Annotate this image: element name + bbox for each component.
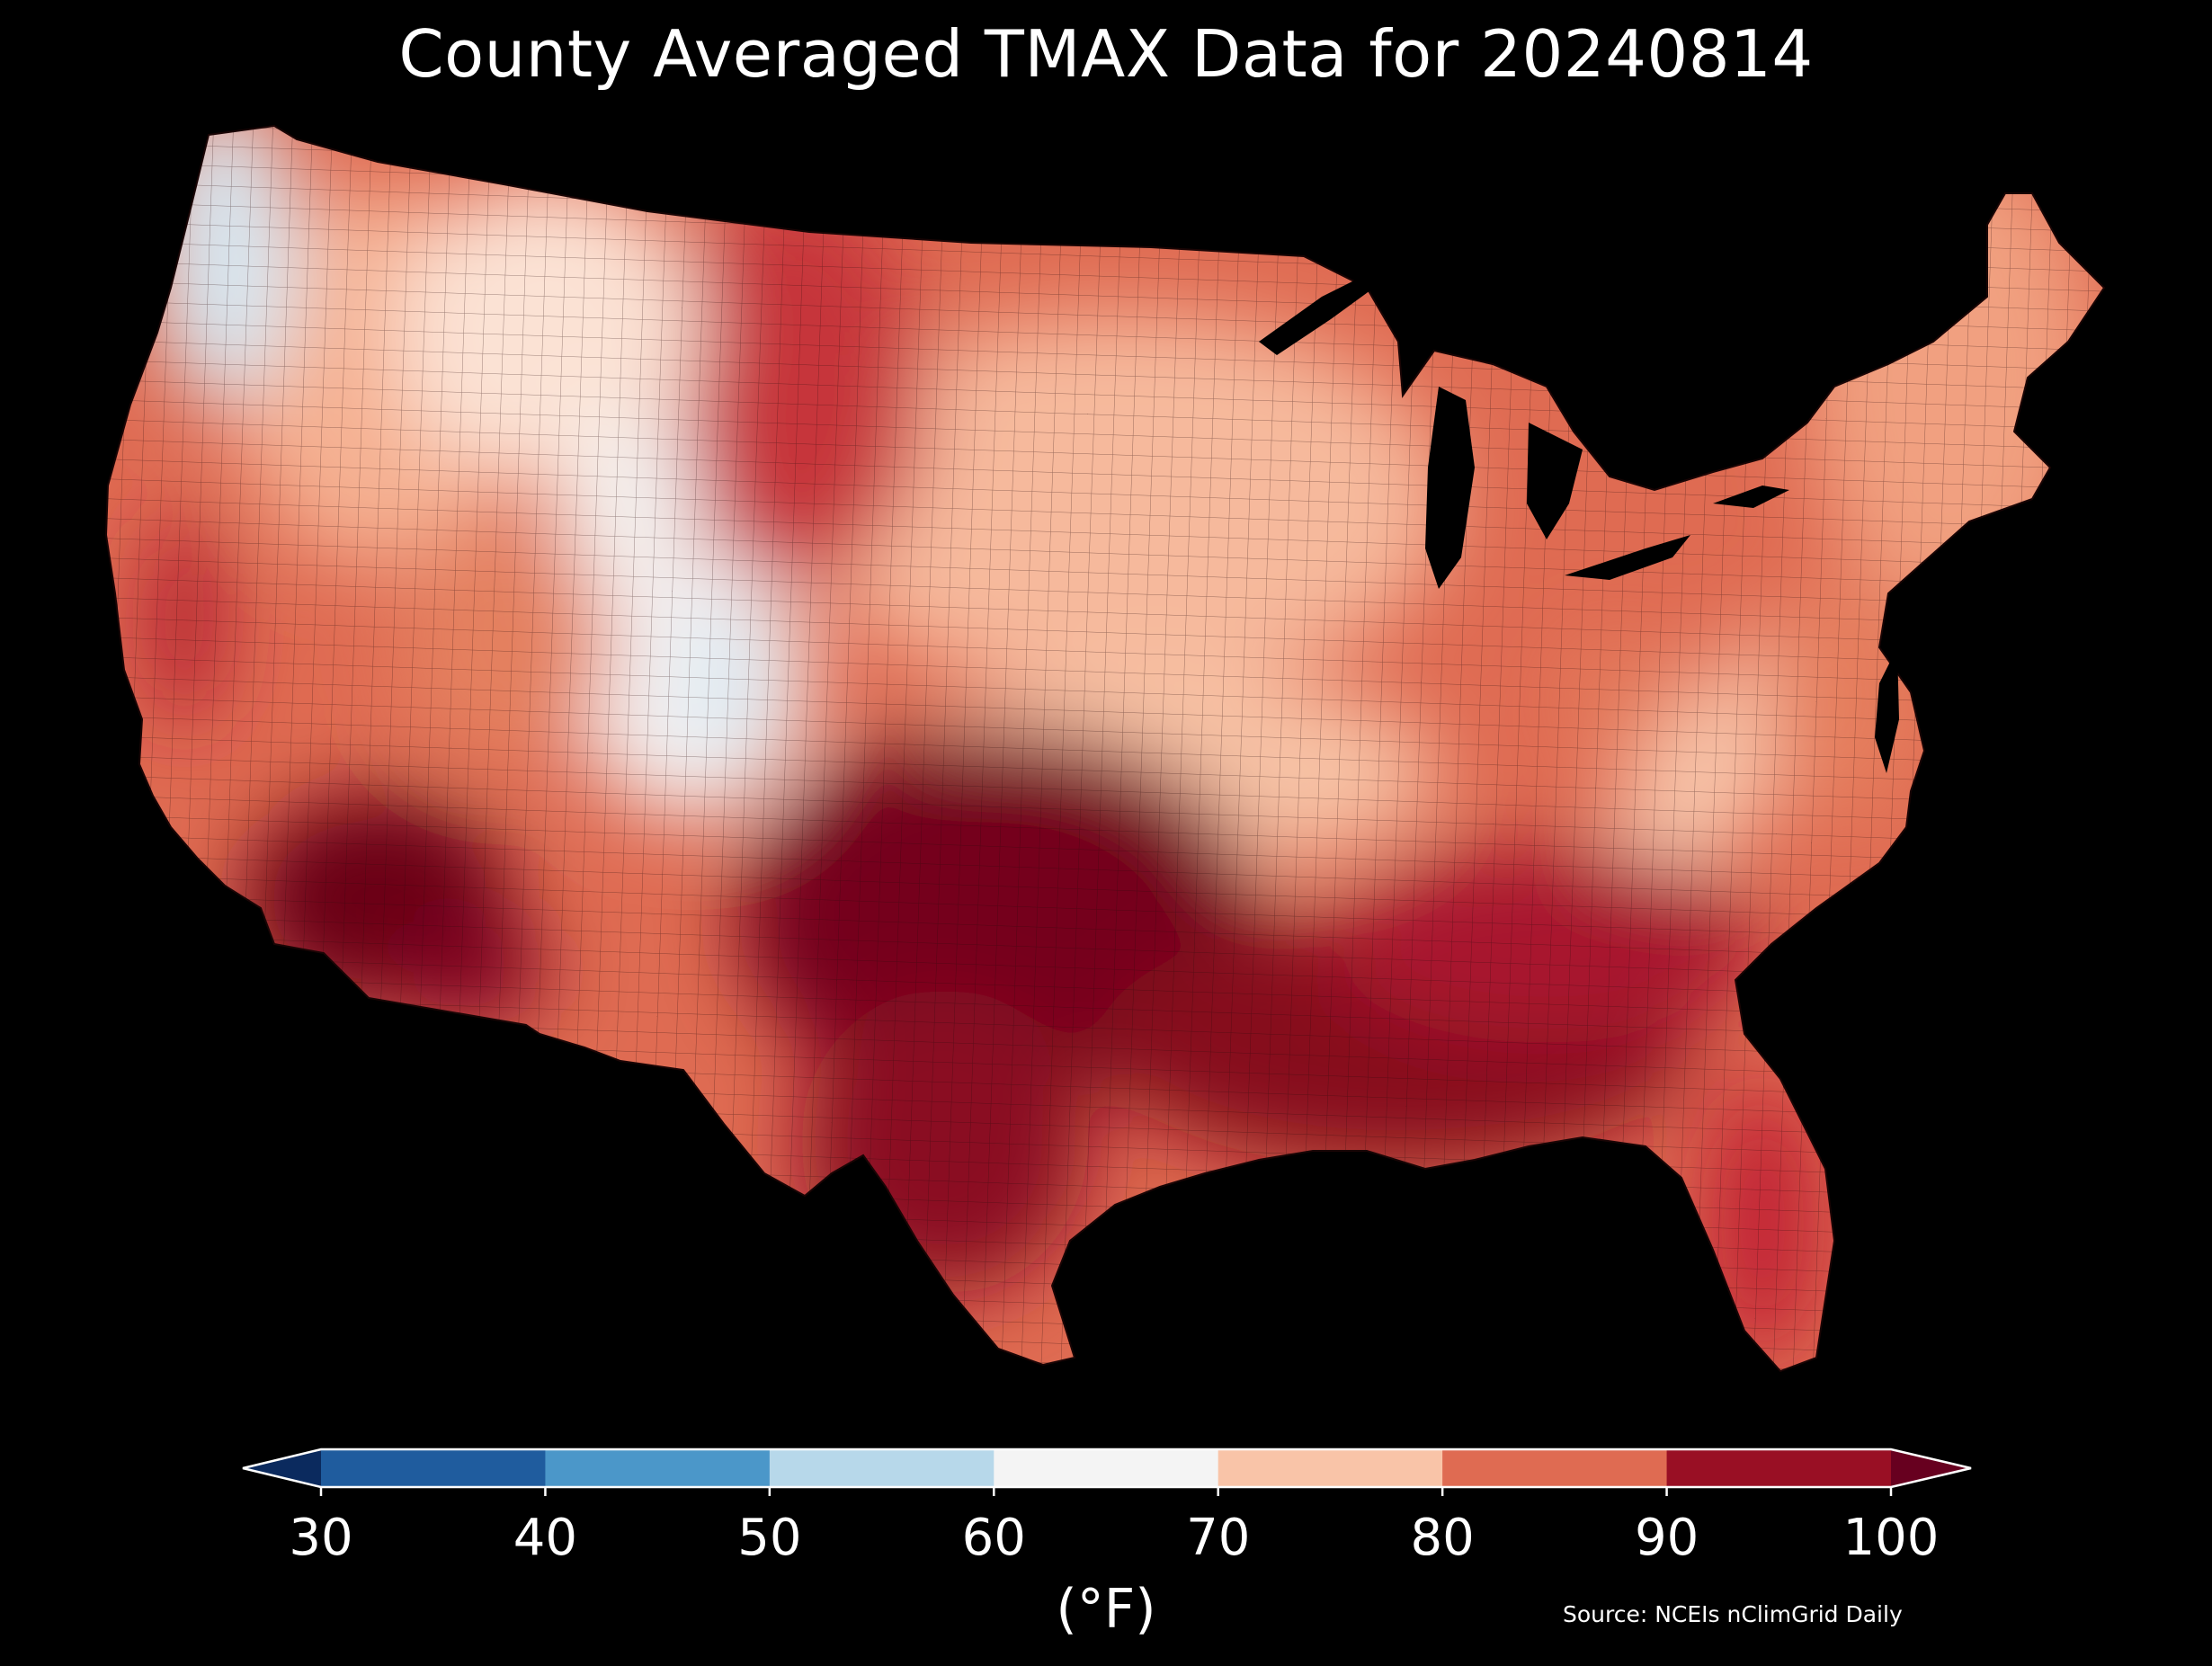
colorbar-label: (°F) [1056, 1578, 1155, 1641]
colorbar-tick-label: 40 [513, 1509, 577, 1567]
lake-ontario [1713, 486, 1789, 508]
lake-superior [1259, 270, 1380, 355]
county-boundaries [106, 126, 2104, 1371]
great-lakes [1259, 270, 1899, 773]
colorbar: 30 40 50 60 70 80 90 100 (°F) [242, 1448, 1972, 1641]
lake-michigan [1425, 387, 1475, 589]
source-note: Source: NCEIs nClimGrid Daily [1563, 1601, 1903, 1627]
colorbar-extend-low [243, 1449, 321, 1487]
colorbar-tick-label: 90 [1635, 1509, 1699, 1567]
lake-erie [1565, 535, 1690, 580]
colorbar-bin [994, 1449, 1219, 1487]
colorbar-bin [769, 1449, 995, 1487]
map-title: County Averaged TMAX Data for 20240814 [398, 16, 1814, 92]
colorbar-tick-label: 30 [289, 1509, 352, 1567]
colorbar-tick-label: 100 [1843, 1509, 1940, 1567]
colorbar-bin [1442, 1449, 1668, 1487]
colorbar-extend-high [1891, 1449, 1971, 1487]
colorbar-bin [545, 1449, 771, 1487]
colorbar-tick-label: 60 [962, 1509, 1026, 1567]
lake-huron [1527, 423, 1583, 539]
colorbar-tick-label: 70 [1186, 1509, 1250, 1567]
colorbar-bin [1217, 1449, 1443, 1487]
colorbar-tick-label: 50 [737, 1509, 801, 1567]
chesapeake-bay [1875, 647, 1899, 773]
colorbar-bin [321, 1449, 546, 1487]
colorbar-tick-label: 80 [1411, 1509, 1475, 1567]
colorbar-bin [1666, 1449, 1892, 1487]
us-county-fill [106, 126, 2104, 1371]
